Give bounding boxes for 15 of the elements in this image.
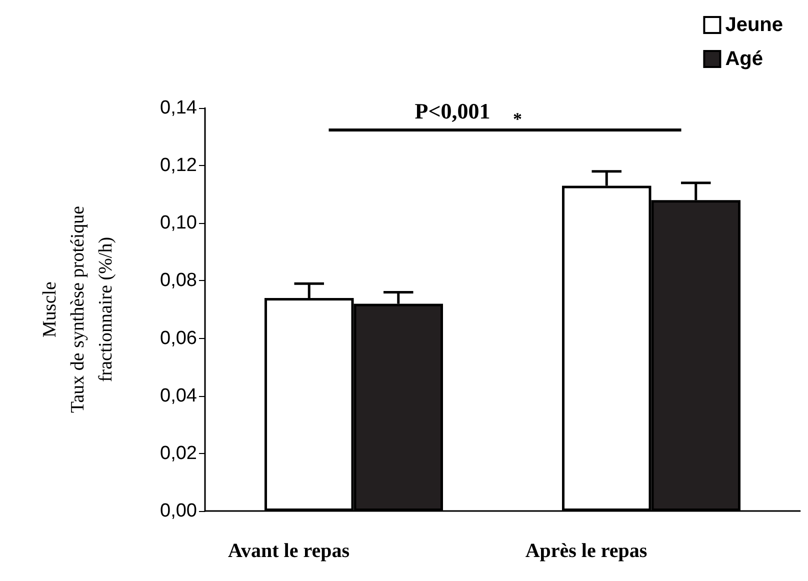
y-tick-label: 0,04 bbox=[160, 385, 198, 406]
annotation: * bbox=[513, 109, 522, 129]
y-axis-title: Muscle Taux de synthèse protéique fractionnaire (%/h) bbox=[40, 206, 116, 414]
y-tick-label: 0,08 bbox=[160, 270, 197, 292]
y-tick-label: 0,00 bbox=[160, 500, 197, 522]
y-tick-label: 0,10 bbox=[160, 212, 197, 234]
x-tick-label: Avant le repas bbox=[228, 540, 350, 562]
y-tick-label: 0,12 bbox=[160, 155, 197, 176]
y-tick-label: 0,14 bbox=[160, 98, 198, 118]
x-tick-label: Après le repas bbox=[525, 540, 648, 562]
legend-label: Jeune bbox=[725, 14, 784, 36]
annotation: P<0,001 bbox=[414, 98, 490, 124]
legend-label: Agé bbox=[725, 48, 763, 70]
y-tick-label: 0,06 bbox=[160, 328, 197, 349]
y-tick-label: 0,02 bbox=[160, 442, 197, 464]
